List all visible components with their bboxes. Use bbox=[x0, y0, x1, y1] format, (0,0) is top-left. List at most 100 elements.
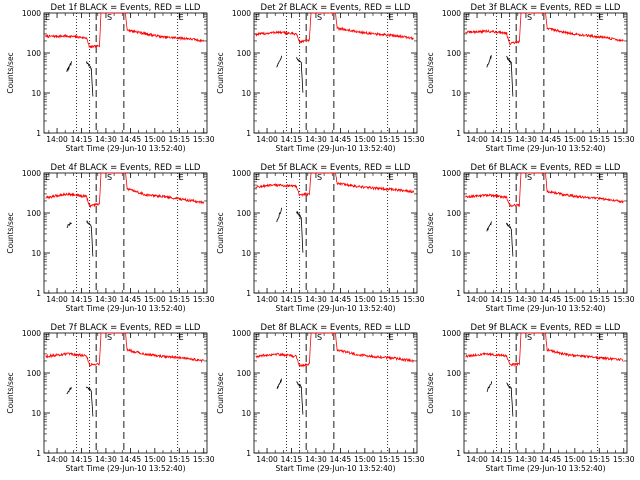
chart-title: Det 8f BLACK = Events, RED = LLD bbox=[261, 323, 411, 333]
y-tick-label: 1 bbox=[456, 289, 461, 298]
x-tick-label: 15:30 bbox=[193, 135, 215, 144]
x-tick-label: 14:15 bbox=[71, 135, 93, 144]
x-tick-label: 14:45 bbox=[540, 135, 562, 144]
x-tick-label: 14:15 bbox=[71, 295, 93, 304]
plot-frame bbox=[253, 12, 418, 134]
x-tick-label: 14:30 bbox=[515, 455, 537, 464]
event-marker-label: E bbox=[465, 13, 470, 22]
plot-frame bbox=[253, 172, 418, 294]
event-marker-label: E bbox=[389, 173, 394, 182]
y-tick-label: 1000 bbox=[22, 9, 41, 18]
event-marker-label: S bbox=[317, 13, 322, 22]
lld-series-line bbox=[45, 12, 205, 49]
x-tick-label: 14:00 bbox=[466, 295, 488, 304]
event-marker-label: E bbox=[599, 173, 604, 182]
y-axis-label: Counts/sec bbox=[426, 52, 435, 93]
y-tick-label: 10 bbox=[241, 249, 251, 258]
x-axis-label: Start Time (29-Jun-10 13:52:40) bbox=[66, 144, 186, 153]
y-axis-label: Counts/sec bbox=[426, 212, 435, 253]
event-marker-label: E bbox=[45, 173, 50, 182]
x-tick-label: 14:00 bbox=[466, 135, 488, 144]
x-tick-label: 15:00 bbox=[354, 135, 376, 144]
lld-series-line bbox=[465, 172, 624, 208]
event-marker-label: S bbox=[107, 173, 112, 182]
event-marker-label: E bbox=[599, 333, 604, 342]
x-tick-label: 14:30 bbox=[515, 135, 537, 144]
x-tick-label: 15:15 bbox=[588, 455, 610, 464]
y-tick-label: 10 bbox=[451, 89, 461, 98]
x-tick-label: 14:15 bbox=[281, 295, 303, 304]
x-tick-label: 15:15 bbox=[378, 455, 400, 464]
x-tick-label: 15:30 bbox=[403, 295, 425, 304]
x-tick-label: 14:00 bbox=[256, 135, 278, 144]
lld-series-line bbox=[255, 12, 414, 44]
event-marker-label: S bbox=[527, 173, 532, 182]
y-tick-label: 100 bbox=[27, 369, 42, 378]
y-axis-label: Counts/sec bbox=[216, 52, 225, 93]
plot-frame bbox=[253, 332, 418, 454]
y-tick-label: 1000 bbox=[22, 329, 41, 338]
x-tick-label: 15:30 bbox=[193, 295, 215, 304]
x-tick-label: 14:15 bbox=[491, 295, 513, 304]
x-tick-label: 14:00 bbox=[256, 455, 278, 464]
lld-series-line bbox=[255, 332, 415, 368]
y-tick-label: 1000 bbox=[232, 169, 251, 178]
y-tick-label: 1000 bbox=[232, 9, 251, 18]
event-marker-label: S bbox=[317, 333, 322, 342]
event-marker-label: E bbox=[45, 333, 50, 342]
y-tick-label: 1 bbox=[456, 449, 461, 458]
x-tick-label: 15:00 bbox=[144, 135, 166, 144]
y-tick-label: 1 bbox=[246, 129, 251, 138]
x-tick-label: 15:30 bbox=[613, 135, 635, 144]
y-tick-label: 1 bbox=[246, 289, 251, 298]
chart-title: Det 1f BLACK = Events, RED = LLD bbox=[51, 3, 201, 13]
event-marker-label: E bbox=[389, 13, 394, 22]
event-marker-label: S bbox=[527, 13, 532, 22]
y-tick-label: 100 bbox=[447, 209, 462, 218]
y-tick-label: 1 bbox=[36, 449, 41, 458]
y-tick-label: 1000 bbox=[442, 9, 461, 18]
events-series-line bbox=[486, 221, 514, 257]
event-marker-label: E bbox=[599, 13, 604, 22]
chart-title: Det 7f BLACK = Events, RED = LLD bbox=[51, 323, 201, 333]
x-tick-label: 15:30 bbox=[613, 295, 635, 304]
event-marker-label: E bbox=[255, 13, 260, 22]
x-tick-label: 15:00 bbox=[564, 455, 586, 464]
x-tick-label: 15:30 bbox=[403, 135, 425, 144]
x-tick-label: 14:00 bbox=[46, 455, 68, 464]
x-tick-label: 15:15 bbox=[378, 135, 400, 144]
x-tick-label: 15:00 bbox=[144, 455, 166, 464]
x-tick-label: 15:00 bbox=[354, 455, 376, 464]
x-tick-label: 15:15 bbox=[588, 295, 610, 304]
x-tick-label: 14:30 bbox=[95, 295, 117, 304]
y-tick-label: 1 bbox=[36, 129, 41, 138]
subplot-8: Det 8f BLACK = Events, RED = LLD 1 10 100 10… bbox=[216, 323, 425, 473]
event-marker-label: E bbox=[45, 13, 50, 22]
y-tick-label: 1 bbox=[246, 449, 251, 458]
lld-series-line bbox=[465, 12, 625, 46]
x-tick-label: 14:45 bbox=[540, 295, 562, 304]
y-tick-label: 10 bbox=[451, 409, 461, 418]
event-marker-label: E bbox=[179, 13, 184, 22]
x-tick-label: 14:45 bbox=[330, 295, 352, 304]
x-tick-label: 14:00 bbox=[46, 295, 68, 304]
chart-title: Det 3f BLACK = Events, RED = LLD bbox=[471, 3, 621, 13]
x-tick-label: 15:15 bbox=[168, 135, 190, 144]
event-marker-label: E bbox=[255, 173, 260, 182]
x-tick-label: 14:15 bbox=[71, 455, 93, 464]
subplot-1: Det 1f BLACK = Events, RED = LLD 1 10 100 10… bbox=[6, 3, 215, 153]
y-tick-label: 10 bbox=[31, 89, 41, 98]
plot-frame bbox=[43, 332, 208, 454]
y-tick-label: 100 bbox=[27, 49, 42, 58]
y-tick-label: 100 bbox=[27, 209, 42, 218]
y-axis-label: Counts/sec bbox=[6, 212, 15, 253]
x-tick-label: 15:30 bbox=[403, 455, 425, 464]
y-tick-label: 1000 bbox=[232, 329, 251, 338]
event-marker-label: E bbox=[255, 333, 260, 342]
x-tick-label: 14:15 bbox=[491, 135, 513, 144]
plot-frame bbox=[463, 172, 628, 294]
plot-frame bbox=[43, 12, 208, 134]
y-axis-label: Counts/sec bbox=[6, 372, 15, 413]
chart-title: Det 6f BLACK = Events, RED = LLD bbox=[471, 163, 621, 173]
x-tick-label: 14:15 bbox=[491, 455, 513, 464]
